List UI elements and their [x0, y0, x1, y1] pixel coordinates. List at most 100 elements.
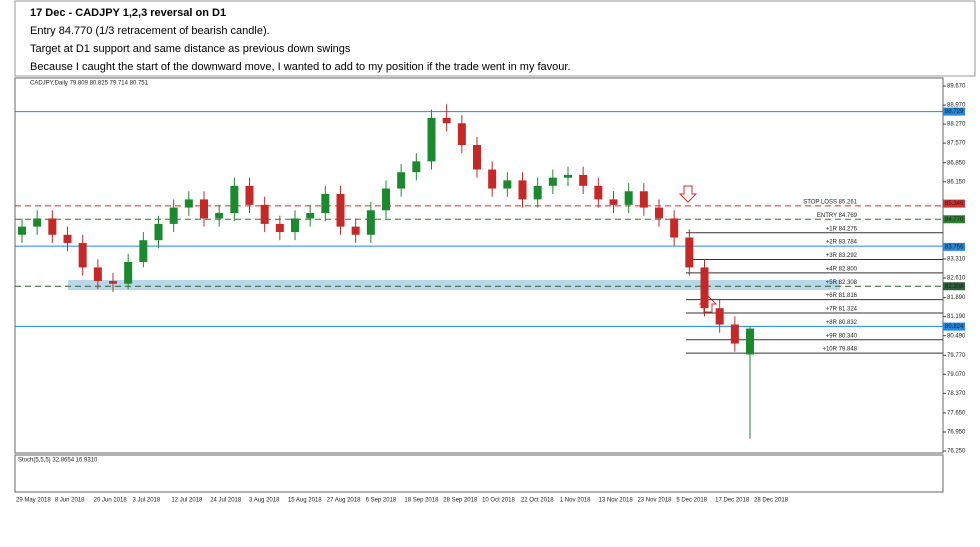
y-tick-label: 78.370 — [947, 391, 966, 397]
candle-body — [48, 218, 57, 235]
candle-body — [200, 199, 208, 219]
candle-body — [260, 204, 269, 224]
note-line: Target at D1 support and same distance a… — [30, 43, 351, 55]
x-tick-label: 20 Jun 2018 — [94, 498, 128, 504]
candle-body — [351, 226, 360, 235]
y-tick-label: 76.250 — [947, 449, 966, 455]
symbol-label: CADJPY,Daily 79.809 80.825 79.714 80.751 — [30, 81, 149, 87]
level-label: +7R 81.324 — [826, 307, 858, 313]
candle-body — [670, 218, 679, 238]
candle-body — [18, 226, 26, 235]
level-label: +2R 83.784 — [826, 240, 858, 246]
y-tick-label: 86.150 — [947, 179, 966, 185]
y-tick-label: 82.610 — [947, 276, 966, 282]
price-marker — [943, 199, 965, 208]
candle-body — [457, 123, 466, 146]
candle-body — [33, 218, 42, 227]
y-tick-label: 81.190 — [947, 314, 966, 320]
x-tick-label: 3 Aug 2018 — [249, 498, 280, 504]
candle-body — [685, 237, 694, 268]
candle-body — [397, 172, 406, 189]
price-marker — [943, 107, 965, 116]
x-tick-label: 28 Sep 2018 — [443, 498, 478, 504]
level-label: +4R 82.800 — [826, 266, 858, 272]
y-tick-label: 81.890 — [947, 295, 966, 301]
candle-body — [655, 207, 663, 219]
y-tick-label: 80.490 — [947, 333, 966, 339]
candle-body — [215, 213, 224, 219]
candle-body — [412, 161, 421, 173]
x-tick-label: 3 Jul 2018 — [133, 498, 161, 504]
candle-body — [93, 267, 102, 282]
candle-body — [230, 185, 239, 214]
price-marker — [943, 242, 965, 251]
candle-body — [336, 193, 345, 227]
candle-body — [548, 177, 557, 186]
price-marker-label: 88.729 — [945, 109, 964, 115]
candle-body — [275, 223, 284, 233]
candle-body — [700, 267, 709, 309]
candle-body — [169, 207, 178, 224]
indicator-label: Stoch(5,5,5) 32.8654 16.9310 — [18, 458, 98, 464]
x-tick-label: 12 Jul 2018 — [171, 498, 203, 504]
price-panel — [14, 77, 944, 454]
x-tick-label: 28 Dec 2018 — [754, 498, 789, 504]
candle-body — [473, 145, 481, 170]
y-tick-label: 79.770 — [947, 353, 966, 359]
price-marker — [943, 215, 965, 224]
x-tick-label: 27 Aug 2018 — [327, 498, 361, 504]
x-tick-label: 23 Nov 2018 — [637, 498, 672, 504]
price-marker-label: 80.824 — [945, 324, 964, 330]
y-tick-label: 79.070 — [947, 372, 966, 378]
candle-body — [533, 185, 542, 200]
x-tick-label: 13 Nov 2018 — [599, 498, 634, 504]
candle-body — [624, 191, 633, 205]
x-tick-label: 15 Aug 2018 — [288, 498, 322, 504]
candle-body — [715, 308, 724, 325]
price-marker-label: 83.756 — [945, 244, 964, 250]
y-tick-label: 88.270 — [947, 122, 966, 128]
candle-body — [306, 213, 315, 219]
candle-body — [594, 185, 603, 200]
level-label: +5R 82.308 — [826, 280, 858, 286]
price-marker-label: 84.770 — [945, 217, 964, 223]
candle-body — [184, 199, 193, 208]
x-tick-label: 6 Sep 2018 — [366, 498, 397, 504]
note-line: Because I caught the start of the downwa… — [30, 61, 571, 73]
x-tick-label: 8 Jun 2018 — [55, 498, 85, 504]
y-tick-label: 87.570 — [947, 141, 966, 147]
note-box — [14, 0, 976, 77]
y-tick-label: 76.950 — [947, 430, 966, 436]
price-marker — [943, 322, 965, 331]
candle-body — [730, 324, 739, 344]
price-marker-label: 85.346 — [945, 201, 964, 207]
x-tick-label: 10 Oct 2018 — [482, 498, 515, 504]
candle-body — [366, 210, 375, 235]
y-tick-label: 88.970 — [947, 103, 966, 109]
support-zone — [68, 280, 840, 290]
x-tick-label: 1 Nov 2018 — [560, 498, 591, 504]
level-label: ENTRY 84.769 — [817, 213, 858, 219]
note-line: Entry 84.770 (1/3 retracement of bearish… — [30, 25, 270, 37]
level-label: +8R 80.832 — [826, 320, 858, 326]
candle-body — [124, 261, 133, 284]
x-tick-label: 18 Sep 2018 — [404, 498, 439, 504]
candle-body — [503, 180, 512, 189]
candle-body — [245, 185, 254, 205]
entry-arrow — [678, 185, 698, 203]
candle-body — [746, 328, 754, 355]
candle-body — [579, 174, 588, 186]
candle-body — [427, 117, 436, 162]
candle-body — [564, 174, 572, 178]
candle-body — [518, 180, 527, 200]
level-label: +1R 84.276 — [826, 226, 858, 232]
note-title: 17 Dec - CADJPY 1,2,3 reversal on D1 — [30, 7, 226, 19]
x-tick-label: 24 Jul 2018 — [210, 498, 242, 504]
candle-body — [488, 169, 497, 189]
candle-body — [291, 218, 299, 233]
level-label: +3R 83.292 — [826, 253, 858, 259]
x-tick-label: 22 Oct 2018 — [521, 498, 554, 504]
x-tick-label: 5 Dec 2018 — [676, 498, 707, 504]
